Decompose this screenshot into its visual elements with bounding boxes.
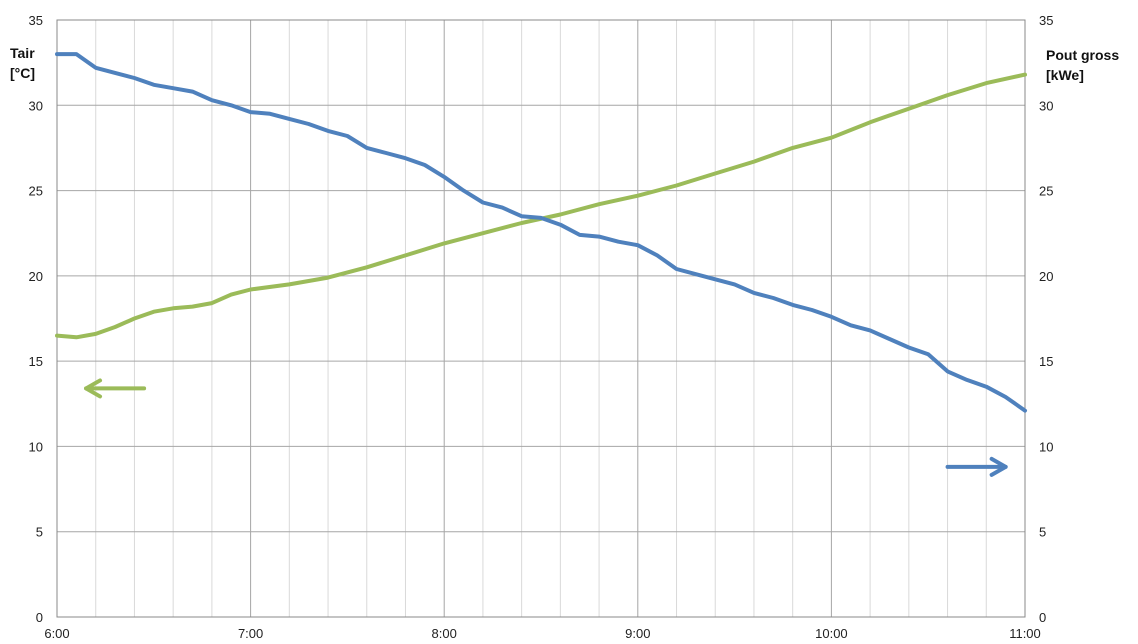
- right-y-tick-label: 35: [1039, 13, 1053, 28]
- right-y-tick-label: 0: [1039, 610, 1046, 625]
- left-axis-title-line2: [°C]: [10, 65, 35, 81]
- axis-indicator-arrow-left: [84, 378, 147, 399]
- x-tick-label: 11:00: [1009, 626, 1041, 641]
- right-y-tick-label: 20: [1039, 269, 1053, 284]
- series-line-1: [55, 72, 1027, 340]
- x-tick-label: 10:00: [815, 626, 848, 641]
- x-tick-label: 8:00: [432, 626, 457, 641]
- left-y-tick-label: 0: [36, 610, 43, 625]
- x-axis-ticks: 6:00 7:00 8:00 9:00 10:00 11:00: [44, 626, 1040, 641]
- left-y-tick-label: 30: [29, 98, 43, 113]
- grid: [57, 20, 1025, 617]
- left-y-tick-label: 10: [29, 439, 43, 454]
- right-y-tick-label: 10: [1039, 439, 1053, 454]
- left-axis-ticks: 0 5 10 15 20 25 30 35: [29, 13, 43, 625]
- x-tick-label: 7:00: [238, 626, 263, 641]
- plot-frame: [56, 19, 1026, 618]
- x-tick-label: 6:00: [44, 626, 69, 641]
- right-y-tick-label: 15: [1039, 354, 1053, 369]
- left-y-tick-label: 20: [29, 269, 43, 284]
- left-y-tick-label: 25: [29, 184, 43, 199]
- right-axis-ticks: 0 5 10 15 20 25 30 35: [1039, 13, 1053, 625]
- annotation-layer: [84, 378, 1008, 477]
- series-layer: [55, 52, 1027, 413]
- left-axis-title-line1: Tair: [10, 45, 35, 61]
- right-y-tick-label: 5: [1039, 525, 1046, 540]
- right-axis-title-line1: Pout gross: [1046, 47, 1119, 63]
- right-y-tick-label: 25: [1039, 184, 1053, 199]
- right-y-tick-label: 30: [1039, 98, 1053, 113]
- axis-indicator-arrow-right: [945, 456, 1008, 477]
- left-y-tick-label: 15: [29, 354, 43, 369]
- right-axis-title-line2: [kWe]: [1046, 67, 1084, 83]
- left-y-tick-label: 35: [29, 13, 43, 28]
- x-tick-label: 9:00: [625, 626, 650, 641]
- left-y-tick-label: 5: [36, 525, 43, 540]
- series-line-2: [55, 52, 1027, 413]
